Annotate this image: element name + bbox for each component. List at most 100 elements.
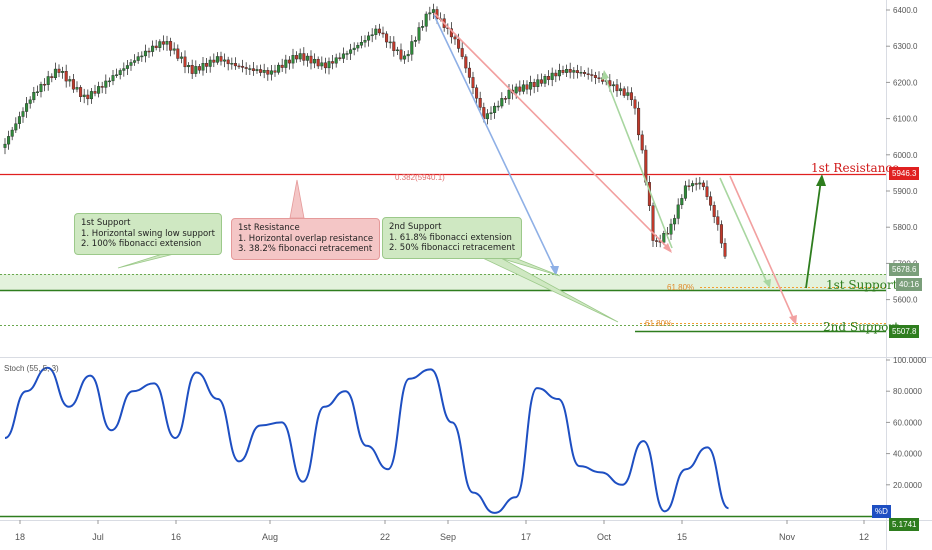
candle-body	[89, 91, 93, 100]
candle-body	[291, 55, 295, 64]
candle-body	[64, 71, 68, 82]
candle-body	[496, 105, 500, 108]
stoch-tick-label: 80.0000	[893, 387, 922, 396]
candle-body	[212, 59, 216, 63]
candle-body	[309, 55, 313, 64]
candle-body	[284, 59, 288, 68]
candle-body	[46, 76, 50, 85]
candle-body	[723, 242, 727, 257]
candle-body	[50, 76, 54, 79]
candle-body	[424, 13, 428, 27]
candle-body	[719, 224, 723, 244]
candle-body	[287, 59, 291, 64]
candle-body	[169, 41, 173, 51]
note-line: 3. 38.2% fibonacci retracement	[238, 244, 373, 254]
candle-body	[579, 72, 583, 74]
price-tick-label: 5900.0	[893, 187, 918, 196]
candle-body	[532, 82, 536, 87]
note-resistance[interactable]: 1st Resistance 1. Horizontal overlap res…	[231, 218, 381, 260]
candle-body	[676, 204, 680, 219]
candle-body	[104, 80, 108, 88]
candle-body	[525, 84, 529, 90]
candle-body	[165, 41, 169, 45]
candle-body	[539, 79, 543, 84]
candle-body	[39, 83, 43, 92]
time-tick-label: 22	[380, 532, 390, 542]
candle-body	[338, 57, 342, 59]
candle-body	[662, 233, 666, 243]
candle-body	[61, 71, 65, 73]
candle-body	[467, 67, 471, 78]
candle-body	[100, 86, 104, 88]
candle-body	[82, 94, 86, 97]
note-title: 1st Resistance	[238, 223, 300, 233]
candle-body	[190, 65, 194, 74]
candle-body	[313, 58, 317, 64]
candle-body	[633, 99, 637, 109]
candle-body	[385, 33, 389, 43]
candle-body	[478, 98, 482, 108]
candle-body	[143, 50, 147, 57]
candle-body	[10, 129, 14, 137]
candle-body	[395, 49, 399, 52]
candle-body	[431, 9, 435, 13]
candle-body	[583, 72, 587, 74]
candle-body	[593, 75, 597, 78]
candle-body	[500, 98, 504, 107]
candle-body	[712, 205, 716, 217]
candle-body	[403, 55, 407, 60]
candle-body	[295, 55, 299, 60]
candle-body	[208, 59, 212, 67]
resistance-price-tag: 5946.3	[889, 167, 920, 180]
price-axis: 6400.0 6300.0 6200.0 6100.0 6000.0 5900.0 5800…	[886, 6, 918, 305]
blue-projection-arrowhead	[550, 266, 559, 276]
candle-body	[683, 185, 687, 199]
candle-body	[183, 56, 187, 68]
candle-body	[460, 48, 464, 57]
countdown-tag: 40:16	[896, 278, 923, 291]
candle-body	[255, 69, 259, 71]
candle-body	[554, 72, 558, 77]
price-tick-label: 6100.0	[893, 115, 918, 124]
time-tick-label: Sep	[440, 532, 456, 542]
time-tick-label: 12	[859, 532, 869, 542]
candle-body	[694, 183, 698, 185]
candle-body	[161, 41, 165, 45]
candle-body	[381, 32, 385, 35]
note-support-1[interactable]: 1st Support 1. Horizontal swing low supp…	[74, 213, 222, 255]
candle-body	[68, 79, 72, 82]
candle-body	[374, 28, 378, 35]
candle-body	[471, 77, 475, 88]
candle-body	[248, 68, 252, 70]
candle-body	[622, 88, 626, 96]
candle-body	[377, 28, 381, 34]
candle-body	[3, 143, 7, 148]
candle-body	[7, 136, 11, 145]
fib-label-61-upper: 61.80%	[667, 283, 695, 292]
candle-body	[626, 92, 630, 96]
candle-body	[421, 26, 425, 28]
candle-body	[565, 69, 569, 73]
time-tick-label: Oct	[597, 532, 612, 542]
candlestick-series	[3, 3, 727, 259]
candle-body	[305, 55, 309, 61]
candle-body	[464, 56, 468, 69]
note-line: 1. Horizontal overlap resistance	[238, 233, 374, 244]
candle-body	[503, 98, 507, 100]
green-fib-arrow-2	[719, 177, 769, 286]
candle-body	[341, 53, 345, 59]
note-support-2[interactable]: 2nd Support 1. 61.8% fibonacci extension…	[382, 217, 523, 259]
candle-body	[705, 186, 709, 197]
candle-body	[35, 91, 39, 93]
candle-body	[223, 59, 227, 62]
candle-body	[475, 87, 479, 99]
stoch-value-tag: 5.1741	[889, 518, 920, 531]
candle-body	[529, 82, 533, 90]
candle-body	[536, 79, 540, 87]
candle-body	[28, 99, 32, 104]
price-tick-label: 6300.0	[893, 42, 918, 51]
candle-body	[485, 113, 489, 120]
candle-body	[179, 56, 183, 59]
candle-body	[122, 68, 126, 71]
